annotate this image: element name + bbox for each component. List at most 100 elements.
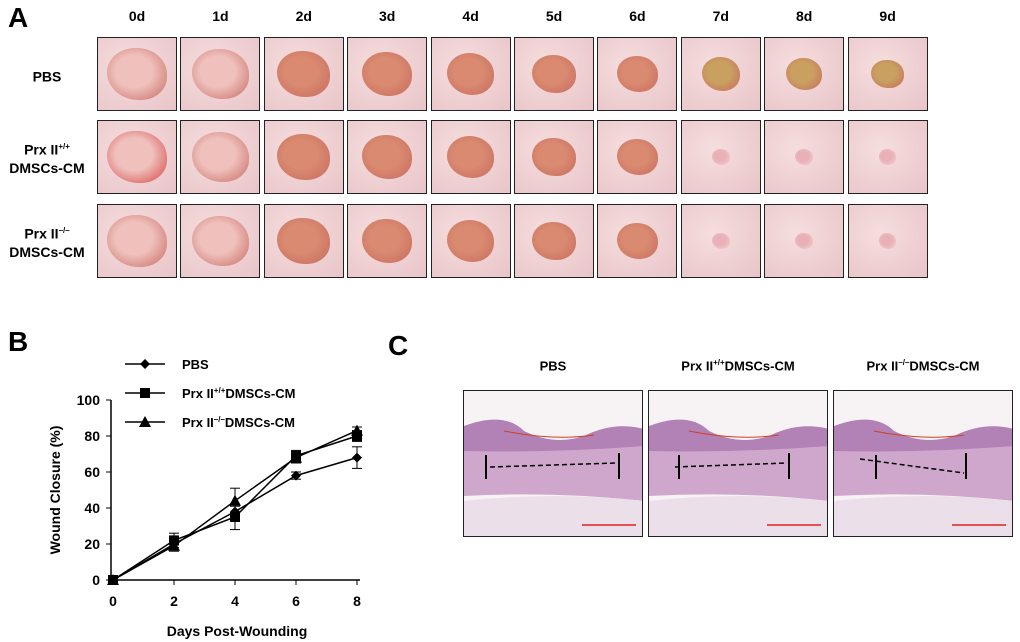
y-axis-label: Wound Closure (%) [47,426,63,555]
wound-area [795,149,814,165]
wound-area [107,48,167,100]
wound-photo [764,204,845,278]
day-label: 0d [128,8,146,24]
wound-photo [347,204,428,278]
row-label-text: Prx II [24,225,59,242]
wound-area [616,222,659,260]
panel-b-label: B [8,326,29,357]
wound-area [531,137,577,177]
wound-photo [347,37,428,111]
row-label-text: Prx II [24,141,59,158]
x-tick-label: 2 [170,593,178,609]
wound-photo [514,120,594,194]
wound-area [711,233,730,249]
row-label: Prx II+/+ DMSCs-CM [2,138,92,177]
wound-photo [97,204,177,278]
day-label: 7d [712,8,729,24]
wound-area [878,149,897,165]
legend-marker-square [140,388,150,398]
day-label: 4d [462,8,479,24]
wound-area [711,149,730,165]
wound-area [107,131,167,183]
wound-area [192,49,249,99]
wound-photo [347,120,428,194]
row-label-sup: +/+ [58,142,70,151]
wound-area [786,58,822,90]
y-tick-label: 60 [84,464,100,480]
wound-area [878,233,897,249]
data-point-triangle [168,539,180,551]
title-text: PBS [539,358,567,374]
y-tick-label: 100 [77,392,101,408]
title-sup: +/+ [713,358,725,367]
legend-entry: PBS [182,357,209,372]
wound-photo [514,37,594,111]
wound-area [192,132,249,182]
title-text: Prx II [866,358,899,374]
histology-title: Prx II+/+DMSCs-CM [648,358,828,373]
x-tick-label: 6 [292,593,300,609]
title-text2: DMSCs-CM [724,358,795,374]
day-label: 9d [879,8,896,24]
wound-area [277,217,331,265]
wound-photo [97,37,177,111]
wound-photo [680,120,761,194]
x-tick-label: 4 [231,593,239,609]
wound-photo [680,204,761,278]
wound-photo [597,120,678,194]
day-label: 6d [629,8,646,24]
wound-photo [180,37,261,111]
day-label: 2d [295,8,312,24]
wound-closure-chart: 0 20 40 60 80 100 0 2 4 6 8 Days Post-Wounding Wound… [47,357,363,639]
data-point-triangle [290,451,302,463]
y-tick-label: 20 [84,536,100,552]
wound-area [277,133,331,181]
day-label: 1d [212,8,229,24]
wound-area [361,218,413,264]
histology-title: PBS [463,358,643,373]
wound-photo [263,37,344,111]
wound-area [616,138,659,176]
wound-area [192,216,249,266]
x-tick-label: 8 [353,593,361,609]
day-label: 3d [379,8,396,24]
wound-photo [764,120,845,194]
data-point-triangle [351,424,363,436]
wound-photo [764,37,845,111]
data-point-square [352,431,362,441]
row-label: Prx II–/– DMSCs-CM [2,222,92,261]
wound-photo [180,120,261,194]
wound-photo [514,204,594,278]
wound-photo [597,37,678,111]
wound-photo [847,120,928,194]
legend-entry: Prx II–/–DMSCs-CM [182,415,295,430]
data-point-diamond [352,452,362,463]
wound-area [361,51,413,97]
wound-photo [263,120,344,194]
row-label: PBS [2,65,92,86]
wound-area [361,134,413,180]
data-point-square [230,512,240,522]
wound-photo [847,37,928,111]
day-label: 8d [796,8,813,24]
wound-photo [680,37,761,111]
wound-photo [597,204,678,278]
wound-photo [430,37,511,111]
title-text2: DMSCs-CM [909,358,980,374]
wound-photo [97,120,177,194]
row-label-text: PBS [32,68,62,85]
wound-photo [847,204,928,278]
wound-photo [430,204,511,278]
data-point-triangle [107,574,119,585]
legend-entry: Prx II+/+DMSCs-CM [182,386,295,401]
wound-area [701,57,741,91]
wound-area [531,54,577,94]
histology-image [648,390,828,537]
row-label-sup: –/– [58,226,70,235]
histology-title: Prx II–/–DMSCs-CM [833,358,1013,373]
wound-photo [180,204,261,278]
histology-image [833,390,1013,537]
wound-area [531,221,577,261]
wound-photo [430,120,511,194]
y-tick-label: 0 [92,572,100,588]
